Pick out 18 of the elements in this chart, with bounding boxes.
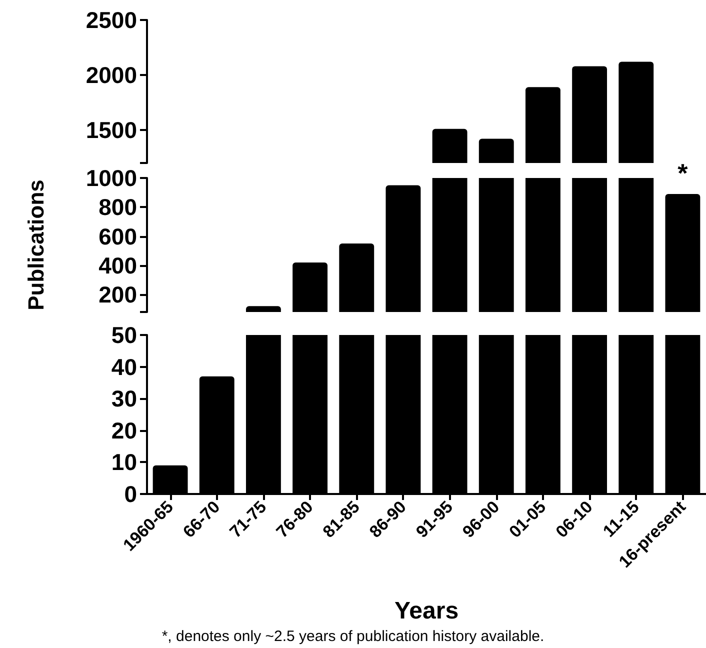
y-tick-label: 2500 [86,7,137,33]
y-tick-label: 30 [111,386,137,412]
y-tick-label: 2000 [86,62,137,88]
y-tick-label: 600 [98,223,137,250]
text: *, denotes only ~2.5 years of publication history available. [162,628,544,645]
y-tick-label: 40 [111,354,137,380]
y-tick-label: 800 [98,194,137,220]
y-tick-label: 1000 [86,165,137,191]
x-axis-title: Years [394,598,459,624]
y-tick-label: 1500 [86,117,137,143]
y-tick-label: 400 [98,252,137,278]
y-tick-label: 20 [111,417,137,444]
y-tick-label: 0 [124,481,137,507]
y-tick-label: 200 [98,282,137,308]
y-tick-label: 10 [111,449,137,476]
y-tick-label: 50 [111,322,137,348]
y-axis-title: Publications [24,180,48,310]
annotation: * [678,158,689,188]
